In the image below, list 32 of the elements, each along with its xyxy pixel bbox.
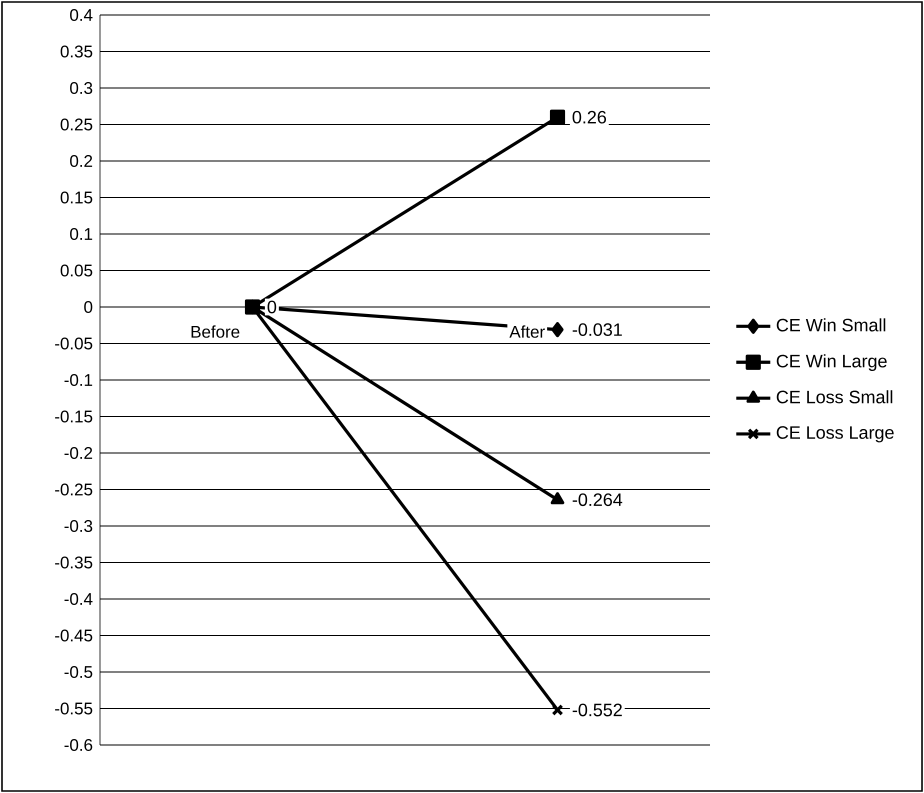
y-tick-label: -0.3 xyxy=(64,520,92,532)
legend-label: CE Win Small xyxy=(776,318,886,332)
y-tick-label: 0.35 xyxy=(60,46,92,58)
y-tick-label: -0.45 xyxy=(55,630,92,642)
legend-label: CE Loss Large xyxy=(776,426,894,442)
y-tick-label: -0.1 xyxy=(64,374,92,386)
y-tick-label: -0.6 xyxy=(64,739,92,751)
x-tick-label: After xyxy=(509,325,545,338)
y-tick-label: -0.15 xyxy=(55,410,92,422)
y-tick-label: -0.5 xyxy=(64,666,92,678)
y-tick-label: -0.2 xyxy=(64,447,92,459)
data-label: -0.552 xyxy=(572,704,622,716)
data-label: -0.031 xyxy=(572,323,622,336)
y-tick-label: -0.25 xyxy=(55,484,92,496)
legend-label: CE Win Large xyxy=(776,354,887,371)
y-tick-label: -0.05 xyxy=(55,338,92,350)
legend-label: CE Loss Small xyxy=(776,390,892,404)
y-tick-label: 0.25 xyxy=(60,118,92,130)
y-tick-label: -0.55 xyxy=(55,702,92,714)
x-tick-label: Before xyxy=(192,325,240,338)
y-tick-label: -0.35 xyxy=(55,556,92,568)
y-tick-label: 0.4 xyxy=(70,9,92,21)
data-label: 0 xyxy=(268,300,276,314)
y-tick-label: 0.05 xyxy=(60,264,92,276)
y-tick-label: 0 xyxy=(84,301,92,313)
y-tick-label: 0.2 xyxy=(70,155,92,167)
y-tick-label: -0.4 xyxy=(64,593,92,605)
y-tick-label: 0.15 xyxy=(60,192,92,204)
data-label: 0.26 xyxy=(572,110,606,124)
y-tick-label: 0.1 xyxy=(70,228,92,240)
data-label: -0.264 xyxy=(572,493,622,506)
y-tick-label: 0.3 xyxy=(70,82,92,94)
